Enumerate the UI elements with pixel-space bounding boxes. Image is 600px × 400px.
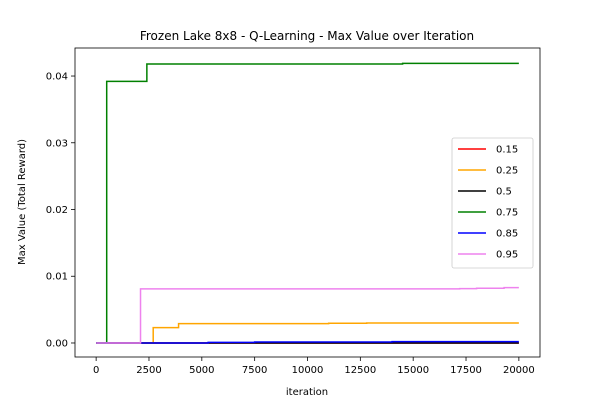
x-tick-label: 12500 (344, 365, 376, 376)
legend-label: 0.5 (496, 187, 512, 198)
x-tick-label: 5000 (189, 365, 214, 376)
y-axis-label: Max Value (Total Reward) (17, 139, 28, 265)
x-tick-label: 0 (93, 365, 99, 376)
series-lines (96, 62, 519, 344)
y-tick-label: 0.03 (46, 138, 68, 149)
legend-box (451, 137, 534, 269)
x-axis: 0 2500 5000 7500 10000 12500 15000 17500 20000 (93, 357, 535, 376)
legend-label: 0.25 (496, 166, 518, 177)
legend-label: 0.85 (496, 229, 518, 240)
x-tick-label: 2500 (136, 365, 161, 376)
y-axis: 0.00 0.01 0.02 0.03 0.04 (46, 72, 75, 349)
legend-label: 0.75 (496, 208, 518, 219)
series-line-0.95 (96, 286, 519, 344)
legend: 0.15 0.25 0.5 0.75 0.85 0.95 (451, 137, 534, 269)
legend-label: 0.15 (496, 145, 518, 156)
series-line-0.25 (96, 322, 519, 344)
x-axis-label: iteration (286, 387, 328, 398)
y-tick-label: 0.00 (46, 338, 68, 349)
x-tick-label: 20000 (503, 365, 535, 376)
series-line-0.85 (96, 340, 519, 344)
y-tick-label: 0.02 (46, 205, 68, 216)
legend-label: 0.95 (496, 250, 518, 261)
x-tick-label: 15000 (397, 365, 429, 376)
chart-title: Frozen Lake 8x8 - Q-Learning - Max Value… (140, 29, 474, 43)
y-tick-label: 0.04 (46, 72, 68, 83)
x-tick-label: 7500 (242, 365, 267, 376)
x-tick-label: 10000 (292, 365, 324, 376)
series-line-0.75 (96, 62, 519, 344)
x-tick-label: 17500 (450, 365, 482, 376)
y-tick-label: 0.01 (46, 272, 68, 283)
